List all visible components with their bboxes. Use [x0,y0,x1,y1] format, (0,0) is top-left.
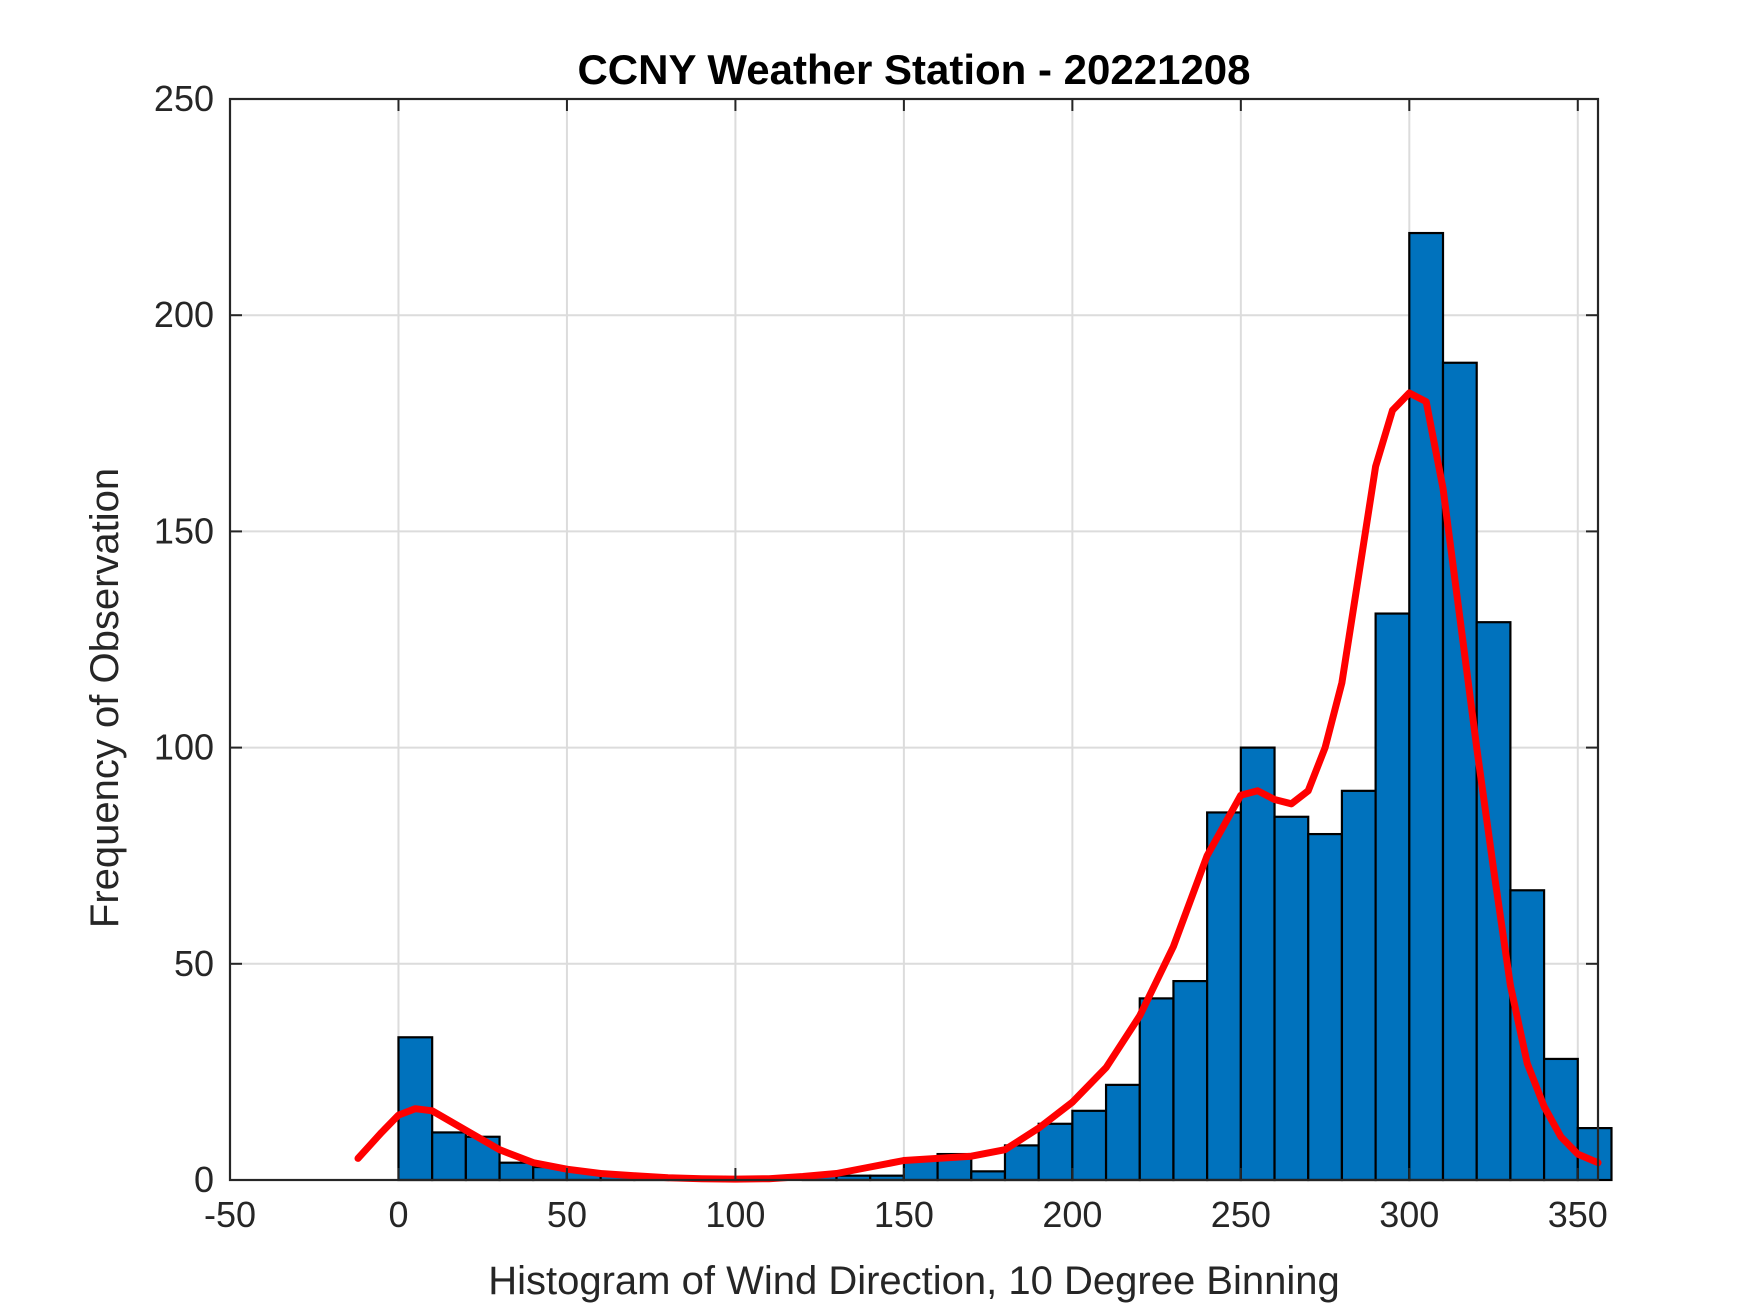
x-axis-label: Histogram of Wind Direction, 10 Degree B… [488,1259,1340,1303]
histogram-bar [1172,979,1209,1182]
histogram-bar [1340,789,1377,1182]
histogram-bar [970,1170,1007,1182]
y-tick-label: 0 [194,1159,214,1200]
histogram-bar [1441,361,1478,1182]
y-tick-label: 200 [154,294,214,335]
y-tick-label: 150 [154,510,214,551]
histogram-bar [1509,889,1546,1182]
y-tick-label: 100 [154,727,214,768]
histogram-bar [1307,832,1344,1182]
x-tick-label: 250 [1211,1194,1271,1235]
y-tick-label: 250 [154,78,214,119]
histogram-bar [1206,811,1242,1182]
x-tick-label: 150 [874,1194,934,1235]
histogram-bar [1408,231,1445,1182]
x-tick-label: 300 [1379,1194,1439,1235]
x-tick-label: 200 [1042,1194,1102,1235]
density-curve [354,389,1602,1183]
histogram-bar [1374,612,1411,1182]
histogram-bar [498,1161,535,1182]
x-tick-label: -50 [204,1194,256,1235]
histogram-bar [1475,621,1512,1182]
x-tick-label: 350 [1548,1194,1608,1235]
y-axis-label: Frequency of Observation [83,468,127,928]
histogram-bar [1239,746,1276,1182]
chart-title: CCNY Weather Station - 20221208 [577,46,1250,93]
x-tick-label: 50 [547,1194,587,1235]
histogram-bar [1104,1083,1141,1182]
x-tick-label: 100 [705,1194,765,1235]
histogram-bar [1071,1109,1108,1182]
histogram-bar [431,1131,467,1182]
histogram-bar [1138,997,1175,1182]
axes-box [228,97,1600,1182]
histogram-bar [1273,815,1310,1182]
histogram-bar [1037,1122,1074,1182]
x-tick-label: 0 [388,1194,408,1235]
y-tick-label: 50 [174,943,214,984]
